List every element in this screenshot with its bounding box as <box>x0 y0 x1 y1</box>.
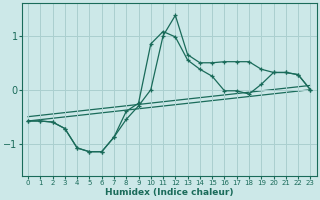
X-axis label: Humidex (Indice chaleur): Humidex (Indice chaleur) <box>105 188 234 197</box>
